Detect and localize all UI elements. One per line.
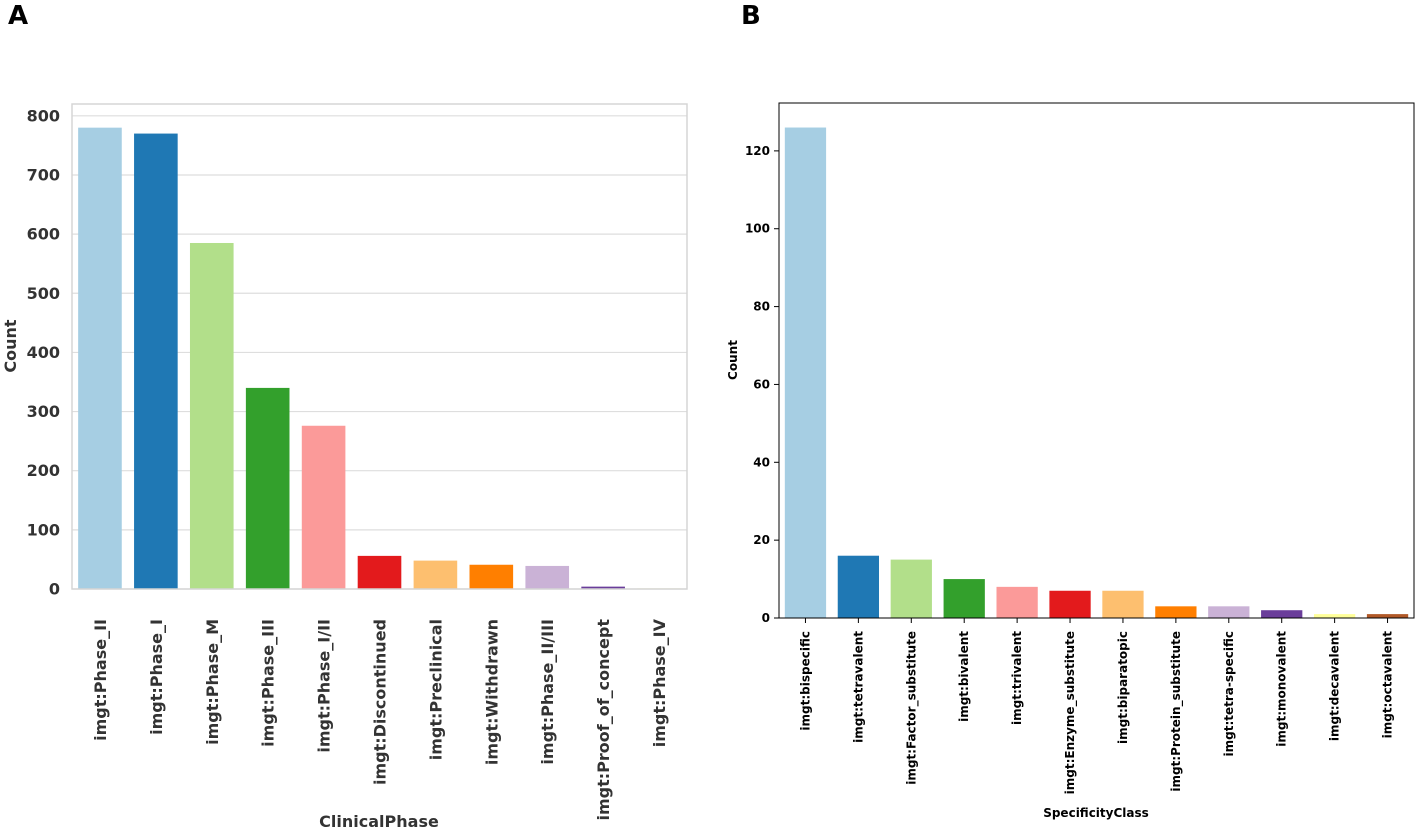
chart-a-plot-frame [71,103,688,590]
chart-a-bar-9 [581,586,625,589]
chart-b-x-tick-label: imgt:octavalent [1381,631,1395,739]
chart-a-x-tick-label: imgt:Preclinical [426,619,445,760]
chart-b-bar-7 [1155,606,1197,618]
chart-b-x-tick-label: imgt:biparatopic [1116,631,1130,744]
chart-b-x-tick-label: imgt:Enzyme_substitute [1063,631,1078,794]
chart-a-bar-1 [134,133,178,589]
chart-a-y-tick-label: 300 [27,402,60,421]
chart-b-x-tick-label: imgt:Protein_substitute [1169,631,1184,792]
chart-b-y-tick-label: 40 [753,455,770,469]
chart-a-bar-8 [525,565,570,589]
chart-b-bar-11 [1366,614,1409,618]
chart-b-bar-3 [943,579,985,618]
chart-a-x-tick-label: imgt:Withdrawn [482,619,501,765]
chart-b-y-tick-label: 120 [745,144,770,158]
chart-b-x-tick-label: imgt:bivalent [957,631,971,722]
chart-a-bar-3 [245,387,290,589]
chart-a-x-tick-label: imgt:Phase_III [259,619,278,747]
chart-b-bar-4 [996,586,1038,618]
chart-a-y-tick-label: 400 [27,343,60,362]
chart-a-x-tick-label: imgt:Phase_II [91,619,110,741]
chart-a-x-axis-label: ClinicalPhase [319,812,439,830]
chart-a-y-tick-label: 0 [49,580,60,599]
chart-a-bar-0 [78,127,122,589]
chart-a-bar-7 [469,564,514,589]
chart-b-y-tick-label: 100 [745,222,770,236]
chart-a-x-tick-label: imgt:Phase_M [203,619,222,745]
chart-a-y-tick-label: 100 [27,520,60,539]
chart-b-bar-5 [1049,590,1091,618]
chart-a-y-axis-label: Count [1,319,20,373]
chart-a-x-tick-label: imgt:Phase_IV [650,618,669,747]
chart-b-bar-0 [784,127,827,619]
panel-label-a: A [8,1,28,31]
chart-a-y-tick-label: 500 [27,284,60,303]
clinical-phase-chart: 0 100 200 300 400 500 600 700 800 imgt:Phase_II im… [27,103,688,821]
chart-a-y-tick-label: 700 [27,165,60,184]
chart-a-y-tick-label: 200 [27,461,60,480]
chart-b-x-tick-label: imgt:Factor_substitute [904,631,919,785]
chart-b-bar-2 [890,559,932,618]
chart-a-x-tick-label: imgt:Phase_II/III [538,619,557,765]
chart-b-bar-1 [837,555,880,618]
chart-b-y-tick-label: 80 [753,300,770,314]
chart-b-y-tick-label: 60 [753,377,770,391]
chart-b-bar-9 [1261,610,1303,618]
chart-a-x-tick-label: imgt:Proof_of_concept [594,619,613,821]
chart-a-bar-5 [357,555,402,589]
chart-b-x-axis-label: SpecificityClass [1043,806,1149,820]
panel-label-b: B [741,1,761,31]
chart-a-x-tick-label: imgt:Phase_I [147,619,166,735]
chart-a-bar-4 [301,425,346,589]
chart-b-bar-6 [1102,590,1144,618]
specificity-class-chart: 0 20 40 60 80 100 120 imgt:bispecific imgt:tetra… [745,102,1415,794]
chart-b-x-tick-label: imgt:tetra-specific [1222,631,1236,756]
chart-b-x-tick-label: imgt:tetravalent [851,631,865,743]
chart-b-y-tick-label: 0 [762,611,770,625]
chart-a-x-tick-label: imgt:Phase_I/II [315,619,334,753]
chart-b-plot-frame [778,102,1415,619]
chart-a-bar-6 [413,560,458,589]
chart-a-y-tick-label: 600 [27,225,60,244]
chart-b-y-axis-label: Count [726,340,740,380]
chart-b-y-tick-label: 20 [753,533,770,547]
chart-b-x-tick-label: imgt:decavalent [1328,631,1342,741]
chart-a-x-tick-label: imgt:Discontinued [371,619,390,785]
chart-b-bar-10 [1313,614,1356,618]
chart-b-bar-8 [1208,606,1250,618]
chart-a-bar-2 [189,242,234,589]
chart-b-x-tick-label: imgt:monovalent [1275,631,1289,747]
chart-b-x-tick-label: imgt:bispecific [798,631,812,731]
chart-a-y-tick-label: 800 [27,106,60,125]
chart-b-x-tick-label: imgt:trivalent [1010,631,1024,725]
